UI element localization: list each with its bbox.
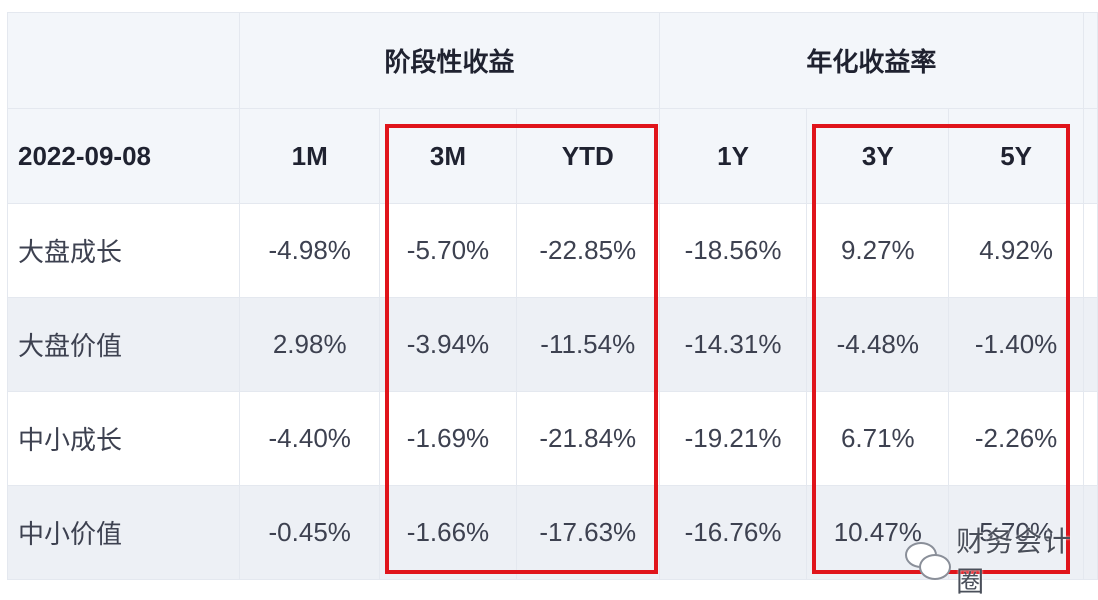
watermark-text: 财务会计圈 xyxy=(956,526,1073,597)
cell-3m: -5.70% xyxy=(379,203,517,298)
cell-ytd: -17.63% xyxy=(515,485,660,580)
table-row: 中小成长 -4.40% -1.69% -21.84% -19.21% 6.71%… xyxy=(6,391,1098,486)
header-col-3m: 3M xyxy=(379,108,517,204)
header-col-1m: 1M xyxy=(239,108,381,204)
header-date: 2022-09-08 xyxy=(6,108,241,204)
cell-1y: -18.56% xyxy=(658,203,808,298)
table-row: 大盘成长 -4.98% -5.70% -22.85% -18.56% 9.27%… xyxy=(6,203,1098,298)
cell-1m: -4.40% xyxy=(239,391,381,486)
header-filler-cell xyxy=(1082,108,1098,204)
cell-3y: 6.71% xyxy=(806,391,950,486)
header-col-ytd: YTD xyxy=(515,108,660,204)
cell-1y: -16.76% xyxy=(658,485,808,580)
cell-5y: 4.92% xyxy=(948,203,1084,298)
header-group-annualized-returns: 年化收益率 xyxy=(658,12,1084,109)
cell-1m: -0.45% xyxy=(239,485,381,580)
table-row: 大盘价值 2.98% -3.94% -11.54% -14.31% -4.48%… xyxy=(6,297,1098,392)
table-row: 中小价值 -0.45% -1.66% -17.63% -16.76% 10.47… xyxy=(6,485,1098,580)
cell-3m: -1.69% xyxy=(379,391,517,486)
watermark: 财务会计圈 xyxy=(905,520,1098,600)
cell-5y: 5.70% xyxy=(948,485,1084,580)
returns-table: 阶段性收益 年化收益率 2022-09-08 1M 3M YTD 1Y 3Y 5… xyxy=(6,12,1098,580)
header-group-row: 阶段性收益 年化收益率 xyxy=(6,12,1098,109)
filler-cell xyxy=(1082,297,1098,392)
header-col-3y: 3Y xyxy=(806,108,950,204)
cell-1m: 2.98% xyxy=(239,297,381,392)
cell-5y: -1.40% xyxy=(948,297,1084,392)
row-label: 中小价值 xyxy=(6,485,241,580)
row-label: 大盘价值 xyxy=(6,297,241,392)
cell-ytd: -22.85% xyxy=(515,203,660,298)
cell-1y: -14.31% xyxy=(658,297,808,392)
row-label: 中小成长 xyxy=(6,391,241,486)
cell-5y: -2.26% xyxy=(948,391,1084,486)
header-filler-cell xyxy=(1082,12,1098,109)
filler-cell xyxy=(1082,203,1098,298)
cell-3m: -3.94% xyxy=(379,297,517,392)
cell-3y: -4.48% xyxy=(806,297,950,392)
header-group-period-returns: 阶段性收益 xyxy=(239,12,660,109)
row-label: 大盘成长 xyxy=(6,203,241,298)
header-col-1y: 1Y xyxy=(658,108,808,204)
header-corner-cell xyxy=(6,12,241,109)
filler-cell xyxy=(1082,485,1098,580)
cell-ytd: -11.54% xyxy=(515,297,660,392)
cell-3m: -1.66% xyxy=(379,485,517,580)
cell-3y: 10.47% xyxy=(806,485,950,580)
header-column-row: 2022-09-08 1M 3M YTD 1Y 3Y 5Y xyxy=(6,108,1098,204)
wechat-icon xyxy=(905,540,951,580)
cell-ytd: -21.84% xyxy=(515,391,660,486)
filler-cell xyxy=(1082,391,1098,486)
header-col-5y: 5Y xyxy=(948,108,1084,204)
cell-3y: 9.27% xyxy=(806,203,950,298)
cell-1y: -19.21% xyxy=(658,391,808,486)
cell-1m: -4.98% xyxy=(239,203,381,298)
